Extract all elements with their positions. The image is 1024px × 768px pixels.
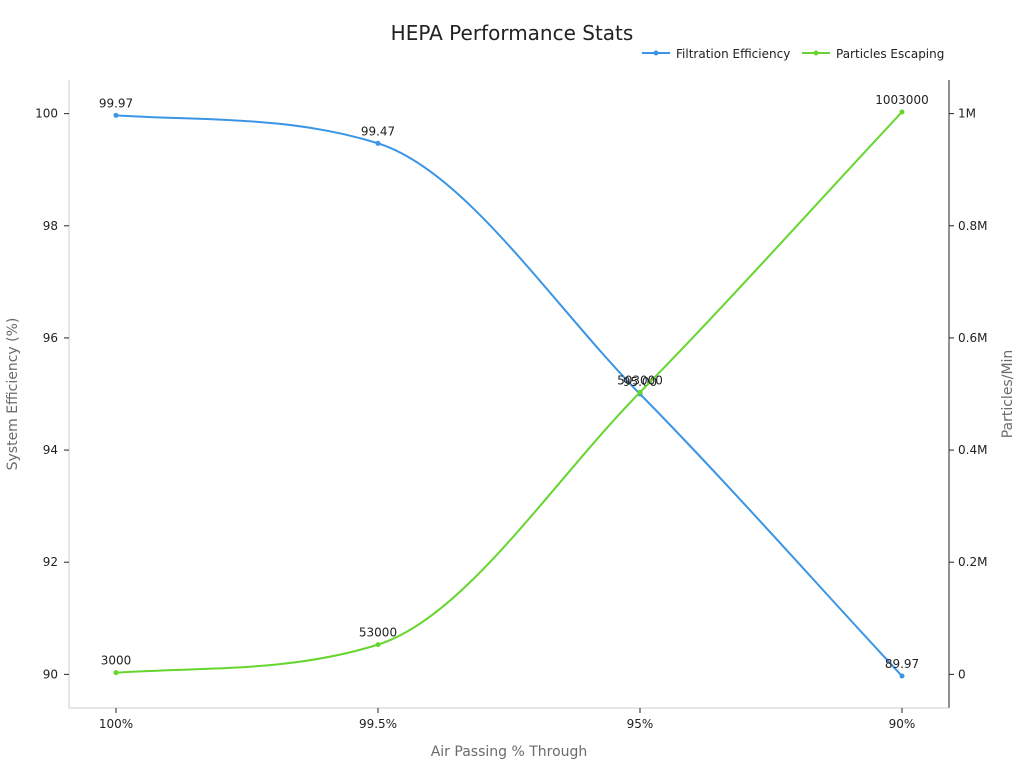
left-tick-label: 90 <box>43 667 58 681</box>
legend[interactable]: Filtration Efficiency Particles Escaping <box>642 47 944 61</box>
x-axis-title: Air Passing % Through <box>431 744 588 760</box>
left-tick-label: 94 <box>43 443 58 457</box>
legend-marker-filtration <box>653 50 659 56</box>
data-point-filtration-efficiency[interactable] <box>899 673 905 679</box>
series-line-particles-escaping <box>115 111 903 674</box>
right-axis-ticks: 0 0.2M 0.4M 0.6M 0.8M 1M <box>949 107 987 681</box>
left-tick-label: 100 <box>35 107 58 121</box>
data-point-filtration-efficiency[interactable] <box>375 140 381 146</box>
left-axis-title: System Efficiency (%) <box>5 318 21 471</box>
x-tick-label: 99.5% <box>359 717 397 731</box>
legend-label-filtration: Filtration Efficiency <box>676 47 790 61</box>
legend-marker-particles <box>813 50 819 56</box>
right-axis-title: Particles/Min <box>1000 350 1016 439</box>
data-point-particles-escaping[interactable] <box>113 670 119 676</box>
data-point-particles-escaping[interactable] <box>375 642 381 648</box>
left-tick-label: 92 <box>43 555 58 569</box>
left-tick-label: 98 <box>43 219 58 233</box>
data-label-filtration-efficiency: 89.97 <box>885 657 919 671</box>
data-label-filtration-efficiency: 95.00 <box>623 375 657 389</box>
data-label-particles-escaping: 53000 <box>359 626 397 640</box>
data-point-particles-escaping[interactable] <box>637 389 643 395</box>
legend-label-particles: Particles Escaping <box>836 47 944 61</box>
x-tick-label: 95% <box>627 717 654 731</box>
right-tick-label: 1M <box>958 107 976 121</box>
right-tick-label: 0 <box>958 667 966 681</box>
data-label-particles-escaping: 3000 <box>101 654 132 668</box>
legend-item-filtration[interactable]: Filtration Efficiency <box>642 47 790 61</box>
data-label-filtration-efficiency: 99.97 <box>99 96 133 110</box>
series-line-filtration-efficiency <box>115 114 903 677</box>
right-tick-label: 0.8M <box>958 219 987 233</box>
data-point-filtration-efficiency[interactable] <box>113 112 119 118</box>
data-label-filtration-efficiency: 99.47 <box>361 124 395 138</box>
right-tick-label: 0.2M <box>958 555 987 569</box>
data-label-particles-escaping: 503000 <box>617 373 663 387</box>
data-label-particles-escaping: 1003000 <box>875 93 928 107</box>
left-axis-ticks: 90 92 94 96 98 100 <box>35 107 69 681</box>
data-point-particles-escaping[interactable] <box>899 109 905 115</box>
left-tick-label: 96 <box>43 331 58 345</box>
right-tick-label: 0.6M <box>958 331 987 345</box>
chart-title: HEPA Performance Stats <box>391 21 634 45</box>
x-tick-label: 100% <box>99 717 133 731</box>
series-layer: 99.97 99.47 95.00 89.97 3000 53000 503000 10030… <box>99 93 929 679</box>
series-particles-escaping: 3000 53000 503000 1003000 <box>101 93 929 676</box>
legend-item-particles[interactable]: Particles Escaping <box>802 47 944 61</box>
right-tick-label: 0.4M <box>958 443 987 457</box>
x-axis-ticks: 100% 99.5% 95% 90% <box>99 708 915 731</box>
x-tick-label: 90% <box>889 717 916 731</box>
series-filtration-efficiency: 99.97 99.47 95.00 89.97 <box>99 96 919 679</box>
